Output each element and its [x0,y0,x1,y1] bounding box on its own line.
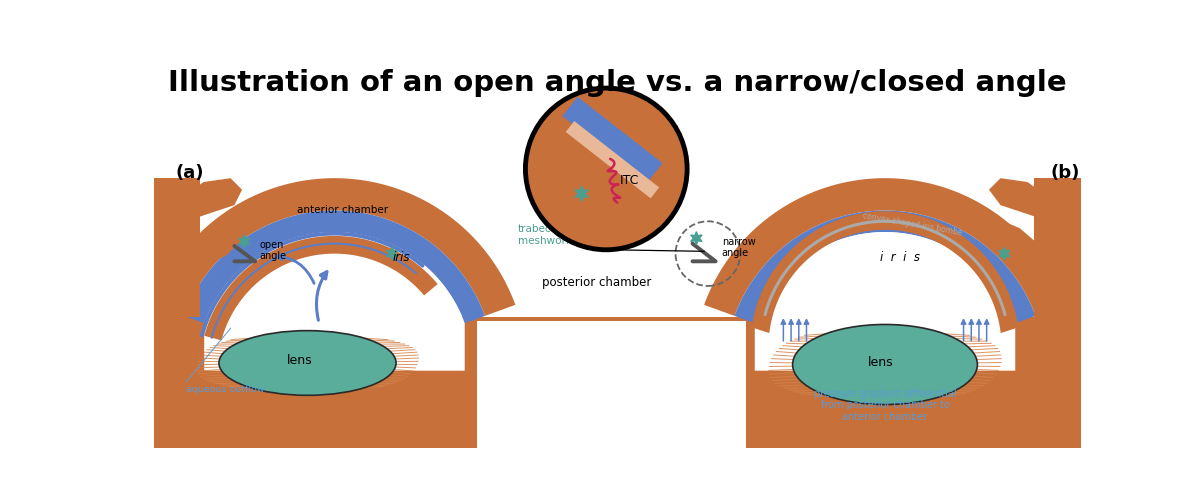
Text: open
angle: open angle [260,240,287,262]
Polygon shape [1034,178,1081,317]
Text: (b): (b) [1051,164,1080,182]
Polygon shape [184,211,485,323]
Polygon shape [238,235,250,248]
Text: anterior chamber: anterior chamber [296,205,388,215]
Text: pressure gradient differential
from posterior chamber to
anterior chamber: pressure gradient differential from post… [814,389,956,422]
Ellipse shape [219,330,396,395]
Text: (a): (a) [175,164,203,182]
Polygon shape [562,97,662,183]
Polygon shape [154,178,200,317]
Text: aqueous outflow: aqueous outflow [185,385,265,394]
Text: narrow
angle: narrow angle [721,237,756,258]
Polygon shape [988,178,1081,228]
Polygon shape [734,211,1035,323]
Text: convex-shaped iris bombe: convex-shaped iris bombe [862,212,962,238]
Text: i  r  i  s: i r i s [880,252,920,265]
Polygon shape [704,178,1066,316]
Text: iris: iris [393,252,409,265]
Text: lens: lens [287,354,313,367]
Polygon shape [154,178,242,228]
Polygon shape [576,186,589,201]
Polygon shape [386,247,397,260]
Polygon shape [205,232,465,371]
Polygon shape [981,217,1081,278]
Text: Illustration of an open angle vs. a narrow/closed angle: Illustration of an open angle vs. a narr… [167,69,1067,97]
Polygon shape [998,247,1010,260]
Text: lens: lens [868,356,895,369]
Ellipse shape [792,324,978,404]
Polygon shape [205,236,438,341]
Circle shape [525,88,687,250]
Polygon shape [477,320,746,448]
Polygon shape [755,232,1015,371]
Polygon shape [154,317,1081,448]
Polygon shape [154,178,515,316]
Polygon shape [751,211,1019,333]
Text: trabecular
meshwork: trabecular meshwork [518,224,572,245]
Polygon shape [154,217,249,278]
Polygon shape [988,317,1081,448]
Text: ITC: ITC [620,175,639,187]
Polygon shape [566,121,659,198]
Text: posterior chamber: posterior chamber [542,276,651,289]
Polygon shape [691,232,702,245]
Polygon shape [154,317,246,448]
